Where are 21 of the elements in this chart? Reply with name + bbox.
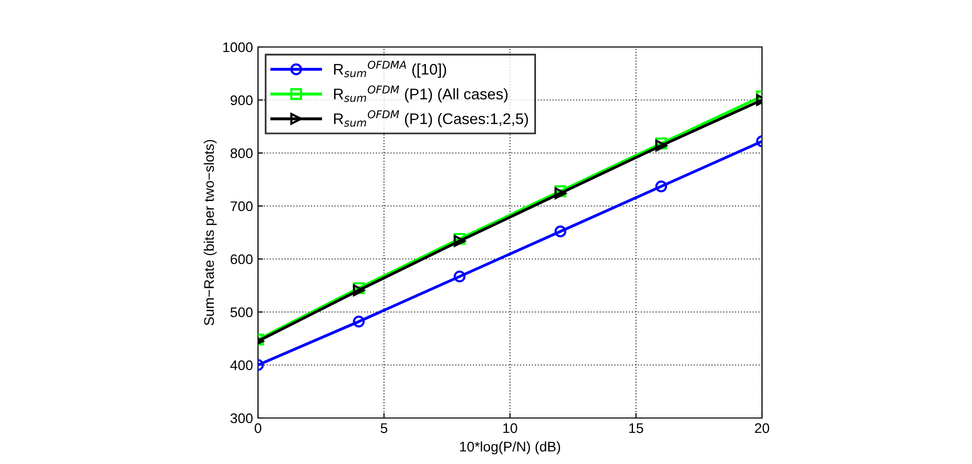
y-tick-label: 500 [230,307,253,318]
y-tick-label: 800 [230,148,253,158]
y-tick-label: 1000 [223,42,253,52]
x-tick-label: 5 [380,423,388,434]
y-tick-label: 700 [230,201,253,212]
legend-label: R$_{sum}$$^{OFDM}$ (P1) (All cases) [334,86,508,102]
y-axis-title: Sum−Rate (bits per two−slots) [204,140,217,326]
x-tick-label: 0 [254,423,262,434]
point [554,226,566,238]
x-axis-title: 10*log(P/N) (dB) [460,441,560,454]
legend-label: R$_{sum}$$^{OFDM}$ (P1) (Cases:1,2,5) [334,110,528,128]
y-tick-label: 900 [230,95,253,106]
x-tick-label: 15 [629,423,644,434]
point [454,270,466,282]
x-tick-label: 10 [503,423,518,434]
y-tick-label: 600 [230,254,253,264]
point [454,235,466,247]
x-tick-label: 20 [754,423,770,434]
y-tick-label: 400 [230,360,253,370]
y-tick-label: 300 [230,413,253,424]
legend-label: R$_{sum}$$^{OFDMA}$ ([10]) [334,60,446,78]
